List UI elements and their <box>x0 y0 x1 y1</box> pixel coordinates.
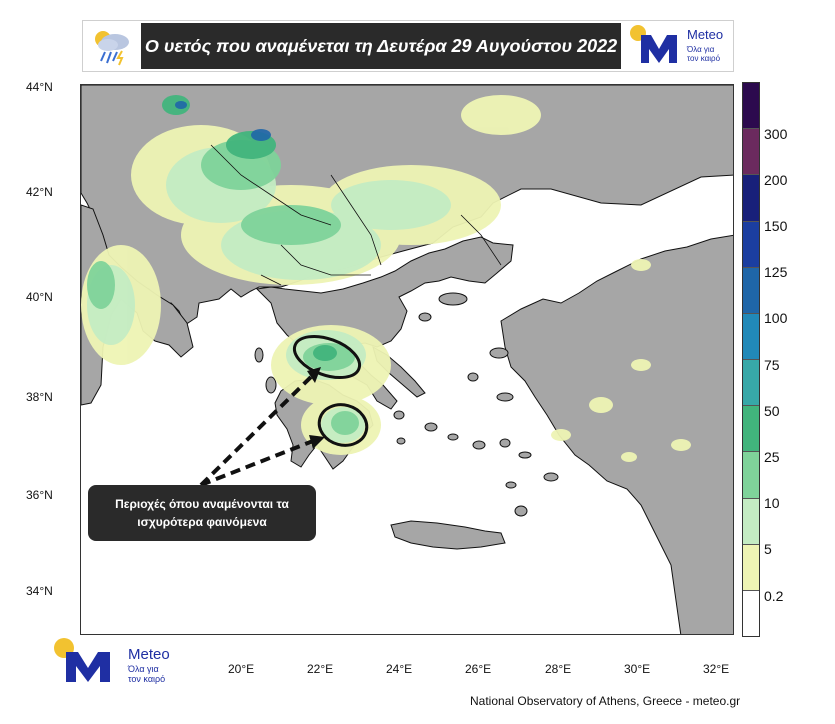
colorbar-segment <box>743 221 759 268</box>
meteo-logo-bottom <box>54 638 110 682</box>
rainfall-intense <box>175 101 271 141</box>
colorbar-label: 125 <box>764 264 788 280</box>
lon-label: 32°E <box>703 662 730 676</box>
rain-cloud-icon <box>95 31 129 66</box>
lat-label: 36°N <box>26 488 53 502</box>
lon-label: 30°E <box>624 662 651 676</box>
colorbar-segment <box>743 175 759 222</box>
rainfall-map <box>80 84 734 635</box>
colorbar-label: 300 <box>764 126 788 142</box>
colorbar-label: 100 <box>764 310 788 326</box>
logo-word-bottom: Meteo <box>128 646 170 663</box>
country-borders <box>210 144 502 286</box>
lat-label: 42°N <box>26 185 53 199</box>
colorbar-segment <box>743 83 759 130</box>
header-banner: Ο υετός που αναμένεται τη Δευτέρα 29 Αυγ… <box>82 20 734 72</box>
source-credit: National Observatory of Athens, Greece -… <box>470 694 741 708</box>
colorbar-label: 75 <box>764 357 780 373</box>
meteo-logo-top <box>630 25 677 63</box>
colorbar-label: 25 <box>764 449 780 465</box>
lon-label: 26°E <box>465 662 492 676</box>
highlight-region-west-greece <box>292 334 362 380</box>
highlight-region-peloponnese <box>317 403 369 447</box>
lon-label: 22°E <box>307 662 334 676</box>
lat-label: 38°N <box>26 390 53 404</box>
aegean-islands <box>254 292 559 517</box>
colorbar-segment <box>743 452 759 499</box>
lon-label: 28°E <box>545 662 572 676</box>
colorbar <box>742 82 760 637</box>
colorbar-segment <box>743 267 759 314</box>
logo-word-top: Meteo <box>687 27 724 42</box>
lat-label: 44°N <box>26 80 53 94</box>
land-crete <box>390 520 506 550</box>
annotation-callout: Περιοχές όπου αναμένονται τα ισχυρότερα … <box>88 485 316 541</box>
arrow-head-1 <box>307 367 321 383</box>
colorbar-segment <box>743 544 759 591</box>
lon-label: 20°E <box>228 662 255 676</box>
colorbar-label: 0.2 <box>764 588 784 604</box>
colorbar-segment <box>743 360 759 407</box>
annotation-line-2: ισχυρότερα φαινόμενα <box>137 515 267 529</box>
logo-tagline-bottom: Όλα για τον καιρό <box>128 664 166 684</box>
colorbar-label: 10 <box>764 495 780 511</box>
logo-tagline-top: Όλα για τον καιρό <box>687 45 721 63</box>
colorbar-label: 50 <box>764 403 780 419</box>
lon-label: 24°E <box>386 662 413 676</box>
colorbar-segment <box>743 406 759 453</box>
annotation-line-1: Περιοχές όπου αναμένονται τα <box>115 497 289 511</box>
colorbar-label: 5 <box>764 541 772 557</box>
page-title: Ο υετός που αναμένεται τη Δευτέρα 29 Αυγ… <box>141 23 621 69</box>
lat-label: 34°N <box>26 584 53 598</box>
colorbar-label: 150 <box>764 218 788 234</box>
colorbar-segment <box>743 129 759 176</box>
arrow-head-2 <box>309 435 325 449</box>
colorbar-segment <box>743 590 759 637</box>
lat-label: 40°N <box>26 290 53 304</box>
colorbar-label: 200 <box>764 172 788 188</box>
colorbar-segment <box>743 313 759 361</box>
land-turkey <box>500 234 733 634</box>
colorbar-segment <box>743 498 759 545</box>
map-canvas <box>81 85 733 634</box>
callout-arrows <box>199 373 315 487</box>
